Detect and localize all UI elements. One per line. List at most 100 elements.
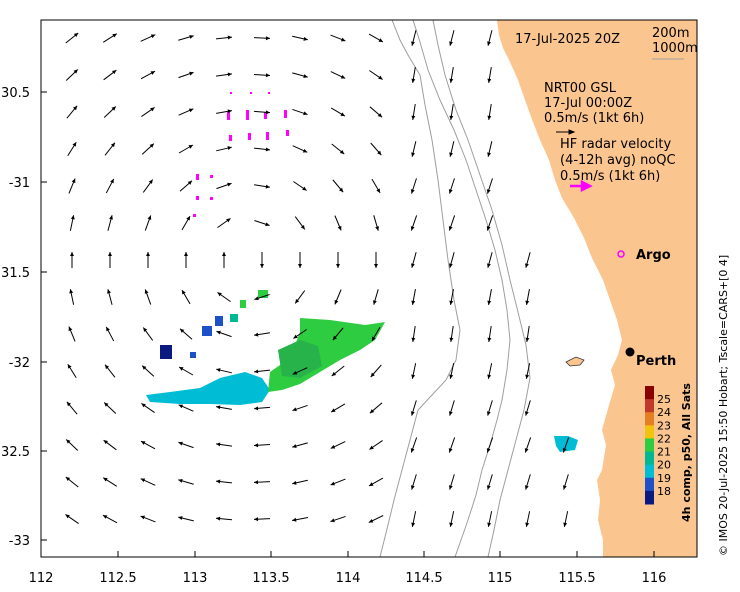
- current-arrow-head: [179, 328, 185, 333]
- argo-float-marker: [617, 250, 625, 258]
- colorbar-swatch: [645, 399, 654, 413]
- current-arrow-head: [217, 292, 222, 297]
- current-arrow-head: [449, 263, 453, 268]
- current-arrow-head: [486, 485, 491, 490]
- colorbar-label: 20: [657, 459, 671, 472]
- current-arrow-head: [449, 300, 454, 305]
- current-arrow-head: [254, 369, 259, 374]
- current-arrow-head: [112, 33, 117, 38]
- colorbar-title: 4h comp, p50, All Sats: [680, 383, 693, 522]
- radar-scale-arrow: [570, 179, 593, 193]
- radar-label-line-1: HF radar velocity: [560, 137, 672, 152]
- current-arrow-head: [144, 289, 149, 294]
- current-arrow-head: [107, 289, 111, 294]
- current-arrow-head: [292, 370, 298, 375]
- current-arrow-head: [562, 485, 567, 490]
- current-arrow-head: [216, 330, 221, 335]
- colorbar-swatch: [645, 386, 654, 400]
- current-arrow-head: [372, 300, 377, 305]
- current-arrow-head: [369, 482, 374, 486]
- current-arrow-head: [226, 218, 231, 223]
- current-arrow-head: [111, 106, 116, 111]
- current-arrow-head: [449, 115, 454, 120]
- current-arrow-head: [368, 518, 374, 523]
- current-arrow-head: [142, 365, 147, 370]
- current-arrow-head: [486, 226, 491, 231]
- current-arrow-head: [188, 145, 193, 149]
- lon-tick-label: 116: [642, 571, 667, 586]
- current-arrow-head: [70, 252, 74, 256]
- lon-tick-label: 113.5: [252, 571, 289, 586]
- current-arrow-head: [525, 300, 530, 305]
- current-arrow-head: [149, 143, 154, 148]
- current-arrow-head: [254, 517, 259, 522]
- current-arrow-head: [178, 516, 183, 520]
- current-arrow-head: [377, 113, 383, 118]
- current-arrow-head: [339, 149, 345, 154]
- current-arrow-head: [216, 479, 221, 484]
- radar-dots: [193, 92, 289, 217]
- current-arrow-head: [292, 480, 297, 485]
- current-arrow-head: [369, 445, 374, 450]
- colorbar-swatch: [645, 477, 654, 492]
- colorbar-label: 19: [657, 472, 671, 485]
- current-arrow-head: [109, 215, 113, 220]
- current-arrow-head: [265, 110, 270, 115]
- colorbar-label: 25: [657, 393, 671, 406]
- current-arrow-head: [487, 41, 491, 46]
- argo-label: Argo: [636, 248, 671, 263]
- rottnest-island: [565, 356, 585, 367]
- current-arrow-head: [140, 515, 146, 520]
- lon-tick-label: 114.5: [405, 571, 442, 586]
- current-arrow-head: [375, 226, 380, 231]
- current-arrow-head: [410, 448, 415, 453]
- current-arrow-head: [65, 476, 71, 482]
- current-arrow-head: [103, 477, 108, 482]
- current-arrow-head: [188, 108, 194, 113]
- current-arrow-head: [254, 406, 259, 411]
- current-arrow-head: [186, 216, 191, 221]
- current-arrow-head: [339, 187, 344, 193]
- current-arrow-head: [184, 252, 188, 256]
- current-arrow-head: [410, 189, 415, 194]
- colorbar-label: 21: [657, 446, 671, 459]
- current-arrow-head: [189, 71, 194, 76]
- current-arrow-head: [376, 188, 381, 193]
- lon-tick-label: 115.5: [558, 571, 595, 586]
- current-arrow-head: [487, 374, 492, 379]
- current-arrow-head: [449, 337, 454, 342]
- lat-tick-label: -31: [9, 176, 30, 191]
- contour-1000m-label: 1000m: [652, 41, 698, 56]
- current-arrow-head: [265, 36, 270, 41]
- current-arrow-head: [448, 411, 453, 416]
- current-arrow-head: [103, 440, 109, 445]
- lat-tick-label: -32: [9, 356, 30, 371]
- current-arrow-head: [487, 300, 492, 305]
- current-arrow-head: [227, 146, 232, 151]
- current-arrow-head: [303, 111, 308, 116]
- current-arrow-head: [147, 215, 152, 220]
- current-arrow-head: [143, 327, 148, 332]
- current-arrow-head: [410, 411, 415, 416]
- current-arrow-head: [254, 296, 259, 301]
- current-arrow-head: [449, 522, 454, 527]
- current-arrow-head: [411, 374, 416, 379]
- current-arrow-head: [337, 225, 342, 231]
- current-arrow-head: [150, 34, 156, 39]
- current-arrow-head: [303, 74, 308, 78]
- lon-tick-label: 112.5: [99, 571, 136, 586]
- radar-label-line-2: (4-12h avg) noQC: [560, 153, 676, 168]
- current-arrow-head: [410, 226, 415, 231]
- current-arrow-head: [292, 407, 297, 412]
- lon-tick-label: 114: [336, 571, 361, 586]
- current-arrow-head: [411, 263, 415, 268]
- current-arrow-head: [487, 263, 491, 268]
- sst-patches: [146, 290, 578, 452]
- current-arrow-head: [110, 142, 115, 148]
- lat-tick-label: -33: [9, 534, 30, 549]
- current-arrow-head: [298, 264, 302, 268]
- current-arrow-head: [524, 448, 529, 453]
- current-arrow-head: [111, 70, 117, 75]
- current-arrow-head: [449, 78, 454, 83]
